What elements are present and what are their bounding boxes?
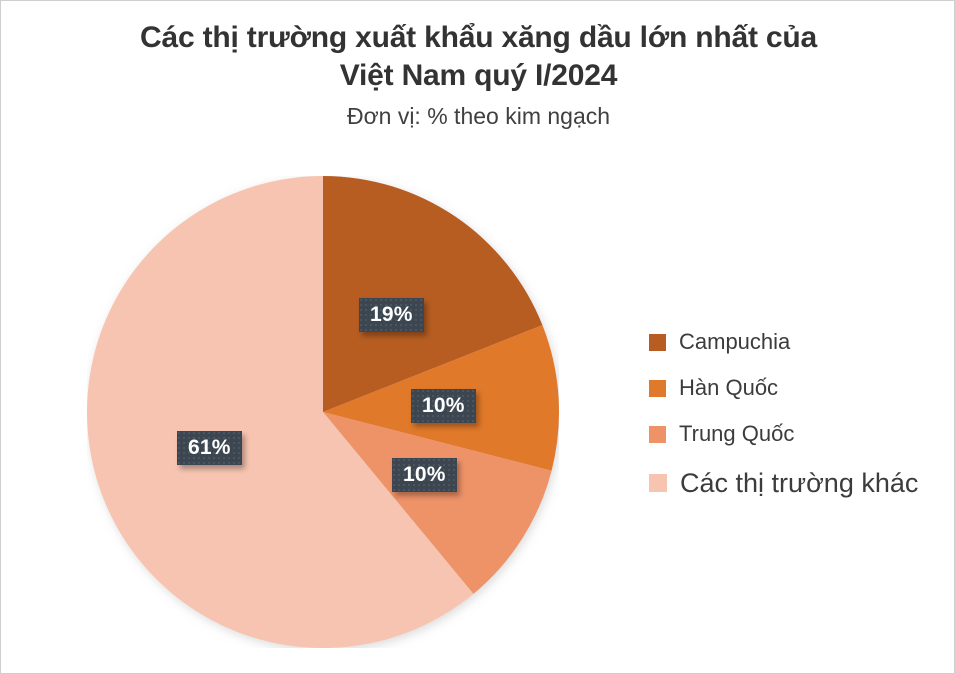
pie-slice-cac-thi-truong-khac[interactable] [87, 176, 474, 648]
chart-subtitle: Đơn vị: % theo kim ngạch [346, 103, 611, 129]
legend-item-campuchia[interactable]: Campuchia [649, 319, 949, 365]
pie-slice-group [87, 176, 559, 648]
pie-slice-trung-quoc[interactable] [323, 412, 552, 594]
data-label-han-quoc: 10% [411, 389, 476, 423]
data-label-campuchia: 19% [359, 298, 424, 332]
chart-title-line-2: Việt Nam quý I/2024 [339, 59, 618, 92]
legend-swatch-icon [649, 425, 666, 443]
chart-legend: Campuchia Hàn Quốc Trung Quốc Các thị tr… [649, 319, 949, 509]
legend-label-cac-thi-truong-khac: Các thị trường khác [680, 468, 919, 498]
legend-item-cac-thi-truong-khac[interactable]: Các thị trường khác [649, 457, 949, 509]
pie-slice-campuchia[interactable] [323, 176, 543, 412]
pie-plot-area [87, 176, 559, 648]
chart-title-block: Các thị trường xuất khẩu xăng dầu lớn nh… [1, 19, 954, 131]
pie-svg [87, 176, 559, 648]
data-label-cac-thi-truong-khac: 61% [177, 431, 242, 465]
legend-swatch-icon [649, 379, 666, 397]
data-label-trung-quoc: 10% [392, 458, 457, 492]
legend-label-campuchia: Campuchia [679, 329, 791, 354]
chart-title-line-1: Các thị trường xuất khẩu xăng dầu lớn nh… [140, 21, 817, 54]
legend-swatch-icon [649, 333, 666, 351]
legend-label-han-quoc: Hàn Quốc [679, 375, 779, 400]
legend-item-trung-quoc[interactable]: Trung Quốc [649, 411, 949, 457]
legend-label-trung-quoc: Trung Quốc [679, 421, 795, 446]
legend-item-han-quoc[interactable]: Hàn Quốc [649, 365, 949, 411]
legend-swatch-icon [649, 474, 667, 492]
